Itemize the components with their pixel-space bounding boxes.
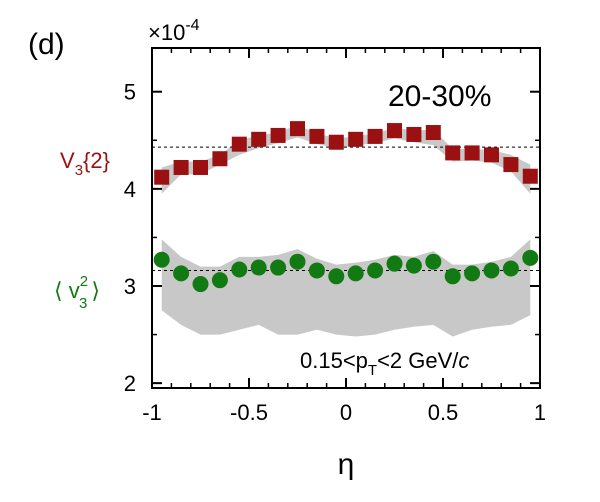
v3-2-point bbox=[193, 159, 208, 175]
multiplier-exponent: -4 bbox=[185, 17, 199, 34]
mean-lines bbox=[152, 146, 540, 271]
v3sq-point bbox=[173, 265, 190, 282]
v3sq-label-sub: 3 bbox=[79, 295, 87, 312]
kinematic-italic-c: c bbox=[458, 348, 469, 373]
v3-2-point bbox=[231, 136, 247, 152]
v3sq-point bbox=[367, 262, 384, 279]
series-label-v3-2: V3{2} bbox=[60, 148, 110, 179]
v3-label-sub: 3 bbox=[75, 162, 83, 179]
v3sq-point bbox=[425, 253, 442, 270]
kinematic-part-1: 0.15<p bbox=[300, 348, 368, 373]
v3sq-point bbox=[347, 265, 364, 282]
y-tick-label: 3 bbox=[124, 274, 136, 299]
v3-2-point bbox=[290, 121, 305, 137]
v3sq-point bbox=[308, 262, 325, 279]
axis-ticks: -1 -0.5 0 0.5 1 2 3 4 5 bbox=[124, 48, 546, 425]
v3-2-point bbox=[309, 128, 325, 144]
v3-2-point bbox=[464, 145, 480, 161]
v3-2-point bbox=[328, 134, 344, 150]
v3sq-point bbox=[522, 249, 539, 266]
kinematic-part-2: <2 GeV/ bbox=[377, 348, 459, 373]
v3sq-label-close: ⟩ bbox=[91, 278, 100, 303]
x-axis-label: η bbox=[338, 448, 355, 481]
v3sq-point bbox=[270, 259, 287, 276]
v3-2-point bbox=[270, 127, 286, 143]
kinematic-label: 0.15<pT<2 GeV/c bbox=[300, 348, 469, 379]
v3-label-main: V bbox=[60, 148, 75, 173]
v3-2-point bbox=[387, 123, 402, 139]
centrality-label: 20-30% bbox=[388, 80, 491, 113]
panel-label: (d) bbox=[28, 28, 65, 61]
v3-2-point bbox=[173, 159, 189, 175]
v3sq-point bbox=[250, 259, 267, 276]
v3-2-point bbox=[484, 147, 499, 163]
y-tick-label: 5 bbox=[124, 80, 136, 105]
v3sq-point bbox=[192, 276, 209, 293]
v3sq-point bbox=[289, 253, 306, 270]
v3-2-point bbox=[522, 168, 538, 184]
y-tick-label: 4 bbox=[124, 177, 136, 202]
x-tick-label: -0.5 bbox=[230, 400, 268, 425]
v3-2-point bbox=[367, 128, 383, 144]
v3sq-point bbox=[464, 265, 481, 282]
v3sq-point bbox=[153, 251, 170, 268]
v3-2-point bbox=[251, 131, 267, 147]
v3-label-tail: {2} bbox=[83, 148, 110, 173]
v3sq-label-open: ⟨ v bbox=[54, 278, 80, 303]
multiplier-label: ×10-4 bbox=[148, 17, 200, 45]
v3-2-point bbox=[348, 131, 364, 147]
x-tick-label: 0 bbox=[340, 400, 352, 425]
x-tick-label: -1 bbox=[142, 400, 162, 425]
v3-2-point bbox=[503, 157, 519, 173]
v3-2-point bbox=[425, 125, 441, 141]
v3sq-point bbox=[386, 255, 403, 272]
v3-2-point bbox=[406, 126, 422, 142]
x-tick-label: 0.5 bbox=[428, 400, 459, 425]
series-label-v3sq: ⟨ v2 3⟩ bbox=[54, 273, 100, 312]
v3-2-point bbox=[212, 151, 228, 167]
v3sq-label-sup: 2 bbox=[80, 273, 88, 290]
v3sq-point bbox=[405, 257, 422, 274]
multiplier-base: ×10 bbox=[148, 20, 185, 45]
v3sq-point bbox=[211, 272, 228, 289]
v3sq-point bbox=[444, 268, 461, 285]
kinematic-subscript: T bbox=[368, 362, 377, 379]
v3sq-point bbox=[502, 260, 519, 277]
v3sq-point bbox=[231, 261, 248, 278]
data-markers bbox=[153, 121, 539, 293]
x-tick-label: 1 bbox=[534, 400, 546, 425]
v3sq-point bbox=[328, 268, 345, 285]
v3-2-point bbox=[445, 145, 461, 161]
v3-2-point bbox=[154, 169, 170, 185]
uncertainty-band-v3sq bbox=[161, 239, 531, 337]
v3sq-point bbox=[483, 262, 500, 279]
y-tick-label: 2 bbox=[124, 371, 136, 396]
